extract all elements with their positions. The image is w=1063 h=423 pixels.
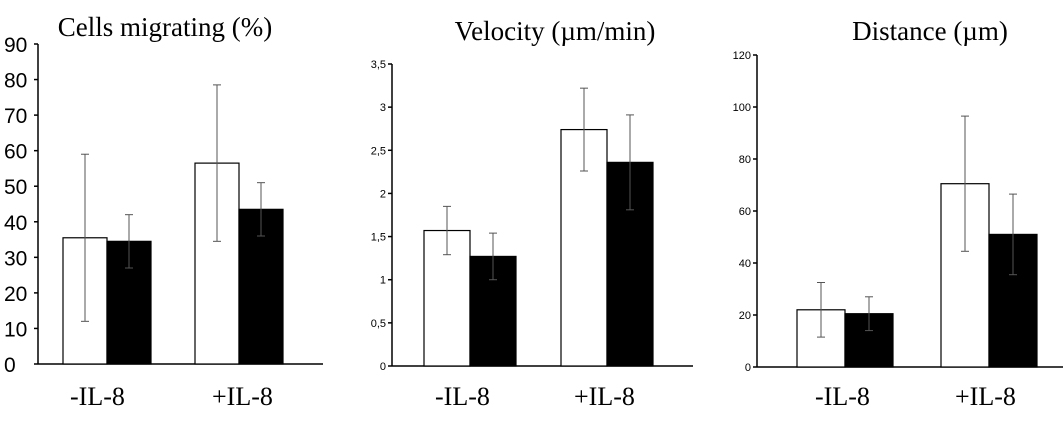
category-label: -IL-8 (435, 382, 490, 411)
y-tick-label: 30 (4, 247, 27, 270)
category-label: +IL-8 (212, 382, 273, 411)
y-tick-label: 10 (4, 318, 27, 341)
y-tick-label: 2,5 (371, 145, 386, 157)
chart-title: Cells migrating (%) (58, 12, 272, 42)
y-tick-label: 40 (4, 212, 27, 235)
chart-panel-cells-migrating: Cells migrating (%) 0 10 20 30 40 50 60 70 80 90 -I… (4, 12, 323, 411)
chart-title: Distance (µm) (852, 16, 1008, 46)
category-label: +IL-8 (955, 382, 1016, 411)
y-tick-label: 0 (4, 354, 16, 377)
y-tick-label: 3 (380, 102, 386, 114)
y-tick-label: 50 (4, 176, 27, 199)
y-tick-label: 3,5 (371, 59, 386, 71)
y-tick-label: 20 (739, 310, 751, 322)
y-tick-label: 60 (739, 206, 751, 218)
y-tick-label: 2 (380, 188, 386, 200)
category-label: -IL-8 (815, 382, 870, 411)
y-tick-label: 90 (4, 34, 27, 57)
chart-panel-distance: Distance (µm) 0 20 40 60 80 100 120 -IL-8 +IL-8 (733, 16, 1063, 411)
y-tick-label: 60 (4, 141, 27, 164)
y-tick-label: 80 (739, 154, 751, 166)
y-tick-label: 40 (739, 258, 751, 270)
y-tick-label: 0,5 (371, 318, 386, 330)
y-tick-label: 100 (733, 102, 751, 114)
category-label: -IL-8 (70, 382, 125, 411)
chart-panel-velocity: Velocity (µm/min) 0 0,5 1 1,5 2 2,5 3 3,5 -IL-8 +I… (371, 16, 693, 411)
y-tick-label: 0 (745, 362, 751, 374)
y-tick-label: 0 (380, 361, 386, 373)
y-tick-label: 1,5 (371, 232, 386, 244)
y-tick-label: 20 (4, 283, 27, 306)
category-label: +IL-8 (574, 382, 635, 411)
y-tick-label: 1 (380, 275, 386, 287)
y-tick-label: 120 (733, 50, 751, 62)
chart-title: Velocity (µm/min) (455, 16, 656, 46)
y-tick-label: 80 (4, 70, 27, 93)
y-tick-label: 70 (4, 105, 27, 128)
